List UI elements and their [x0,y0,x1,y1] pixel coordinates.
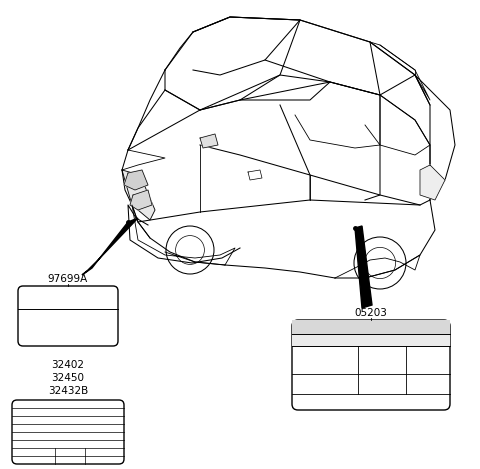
FancyBboxPatch shape [12,400,124,464]
FancyBboxPatch shape [18,286,118,346]
Bar [292,333,450,346]
Polygon shape [355,226,372,308]
Polygon shape [200,134,218,148]
Text: 32402: 32402 [51,360,84,370]
Polygon shape [248,170,262,180]
Polygon shape [124,170,148,190]
Polygon shape [122,170,155,220]
Bar [292,320,450,333]
Polygon shape [130,190,152,210]
Text: 05203: 05203 [355,308,387,318]
Polygon shape [420,165,445,200]
Text: 32432B: 32432B [48,386,88,396]
Text: 97699A: 97699A [48,274,88,284]
Polygon shape [82,218,138,275]
FancyBboxPatch shape [292,320,450,410]
Text: 32450: 32450 [51,373,84,383]
